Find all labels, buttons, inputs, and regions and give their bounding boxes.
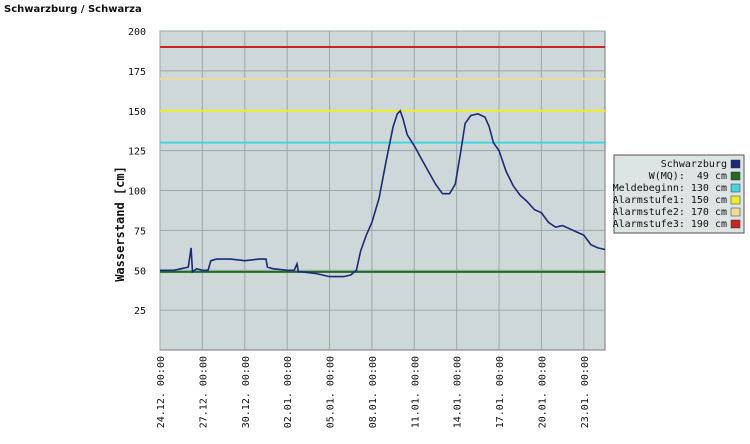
y-tick-label: 75 — [134, 226, 146, 237]
x-tick-label: 14.01. 00:00 — [453, 356, 464, 428]
y-axis-label: Wasserstand [cm] — [113, 166, 127, 282]
legend-swatch — [730, 219, 741, 229]
legend-box — [613, 154, 745, 234]
legend-label: Meldebeginn: 130 cm — [613, 183, 727, 194]
x-tick-label: 20.01. 00:00 — [537, 356, 548, 428]
x-tick-label: 27.12. 00:00 — [198, 356, 209, 428]
legend-swatch — [730, 207, 741, 217]
legend-swatch — [730, 195, 741, 205]
chart-title: Schwarzburg / Schwarza — [4, 4, 142, 15]
y-tick-label: 100 — [128, 187, 146, 198]
x-tick-label: 30.12. 00:00 — [241, 356, 252, 428]
y-tick-label: 50 — [134, 266, 146, 277]
y-tick-label: 175 — [128, 67, 146, 78]
y-tick-label: 200 — [128, 27, 146, 38]
x-tick-label: 24.12. 00:00 — [156, 356, 167, 428]
legend-label: Alarmstufe1: 150 cm — [613, 195, 727, 206]
x-tick-label: 17.01. 00:00 — [495, 356, 506, 428]
x-tick-label: 23.01. 00:00 — [580, 356, 591, 428]
legend-swatch — [730, 183, 741, 193]
x-tick-label: 05.01. 00:00 — [326, 356, 337, 428]
y-tick-label: 150 — [128, 107, 146, 118]
legend-label: Alarmstufe2: 170 cm — [613, 207, 727, 218]
y-tick-label: 125 — [128, 147, 146, 158]
legend-label: Alarmstufe3: 190 cm — [613, 219, 727, 230]
legend-swatch — [730, 159, 741, 169]
data-line — [160, 109, 606, 278]
legend-swatch — [730, 171, 741, 181]
legend-label: Schwarzburg — [661, 159, 727, 170]
x-tick-label: 11.01. 00:00 — [410, 356, 421, 428]
x-tick-label: 02.01. 00:00 — [283, 356, 294, 428]
x-tick-label: 08.01. 00:00 — [368, 356, 379, 428]
legend-label: W(MQ): 49 cm — [649, 171, 727, 182]
y-tick-label: 25 — [134, 306, 146, 317]
